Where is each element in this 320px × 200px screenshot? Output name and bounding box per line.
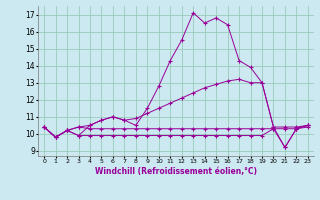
- X-axis label: Windchill (Refroidissement éolien,°C): Windchill (Refroidissement éolien,°C): [95, 167, 257, 176]
